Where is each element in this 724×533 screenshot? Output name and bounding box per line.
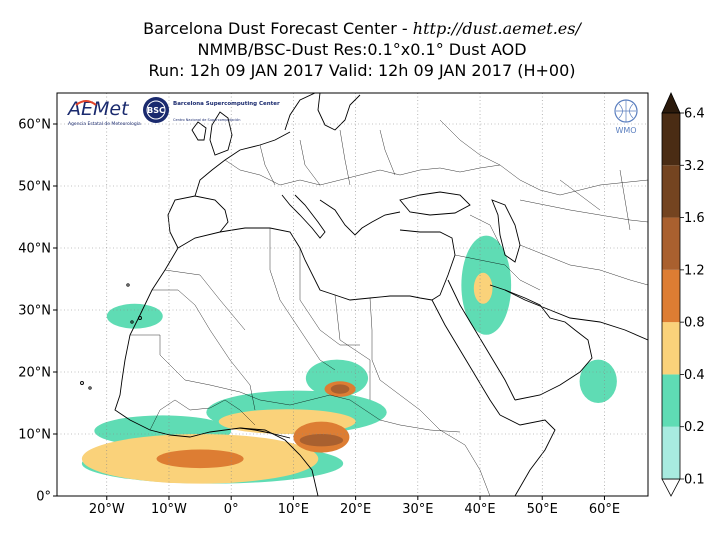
latitude-axis: 0° 10°N 20°N 30°N 40°N 50°N 60°N xyxy=(18,118,57,505)
colorbar-level-label: 1.2 xyxy=(684,263,705,278)
borders-sahara-central xyxy=(269,228,371,400)
island-canaries-2 xyxy=(130,320,134,324)
lon-tick-label: 10°W xyxy=(151,502,187,517)
lat-tick-label: 40°N xyxy=(18,242,51,257)
borders-europe xyxy=(224,129,501,186)
coastline-scandinavia xyxy=(284,93,361,131)
dust-aod-layer xyxy=(81,235,617,484)
map-plot-area xyxy=(57,93,648,496)
borders-west-africa-south xyxy=(149,399,256,431)
colorbar-segment xyxy=(662,322,680,375)
aemet-logo: AEMet Agencia Estatal de Meteorología xyxy=(66,98,141,127)
colorbar-segment xyxy=(662,426,680,479)
island-madeira xyxy=(126,283,130,287)
borders-middle-east xyxy=(454,214,648,291)
lon-tick-label: 40°E xyxy=(464,502,495,517)
colorbar-over-arrow xyxy=(661,92,681,114)
lat-tick-label: 60°N xyxy=(18,118,51,133)
lon-tick-label: 30°E xyxy=(402,502,433,517)
dust-region xyxy=(473,272,493,304)
lat-tick-label: 50°N xyxy=(18,180,51,195)
title-line-1: Barcelona Dust Forecast Center - http://… xyxy=(0,18,724,39)
map-frame xyxy=(56,92,649,497)
title-line-3: Run: 12h 09 JAN 2017 Valid: 12h 09 JAN 2… xyxy=(148,61,576,80)
title-center-name: Barcelona Dust Forecast Center - xyxy=(143,19,413,38)
colorbar-segment xyxy=(662,165,680,218)
coastline-black-sea xyxy=(399,191,471,216)
coastline-gulf-guinea xyxy=(239,427,291,439)
colorbar-level-label: 0.2 xyxy=(684,420,705,435)
island-cape-verde xyxy=(80,381,84,385)
title-line-2: NMMB/BSC-Dust Res:0.1°x0.1° Dust AOD xyxy=(197,40,527,59)
aemet-arc-icon xyxy=(75,100,97,106)
island-canaries xyxy=(138,316,142,320)
lon-tick-label: 20°W xyxy=(89,502,125,517)
coastline-balkans xyxy=(319,199,401,236)
island-cape-verde-2 xyxy=(88,386,92,390)
colorbar-level-label: 3.2 xyxy=(684,159,705,174)
lat-tick-label: 10°N xyxy=(18,428,51,443)
title-url: http://dust.aemet.es/ xyxy=(412,19,581,38)
colorbar-segment xyxy=(662,113,680,166)
coastline-iran xyxy=(504,289,648,341)
colorbar-segment xyxy=(662,217,680,270)
dust-region xyxy=(156,449,244,469)
lat-tick-label: 30°N xyxy=(18,304,51,319)
borders-russia xyxy=(439,119,648,196)
coastline-west-europe xyxy=(194,131,291,197)
coastline-horn-africa xyxy=(499,414,556,496)
wmo-logo-text: WMO xyxy=(615,126,636,135)
wmo-logo: WMO xyxy=(614,99,638,135)
coastline-arabia xyxy=(489,284,593,401)
lon-tick-label: 50°E xyxy=(527,502,558,517)
coastline-north-africa xyxy=(177,227,433,301)
lat-tick-label: 0° xyxy=(36,490,51,505)
borders-central-asia xyxy=(519,169,648,231)
longitude-axis: 20°W 10°W 0° 10°E 20°E 30°E 40°E 50°E 60°E xyxy=(89,496,620,517)
coastline-britain xyxy=(209,111,233,156)
coastline-ireland xyxy=(191,121,207,141)
colorbar-level-label: 0.1 xyxy=(684,473,705,488)
coastline-caspian xyxy=(491,199,521,263)
borders-sahel xyxy=(184,379,461,433)
map-gridlines xyxy=(57,93,648,496)
aemet-logo-subtitle: Agencia Estatal de Meteorología xyxy=(68,120,141,127)
dust-region xyxy=(579,359,617,403)
lon-tick-label: 0° xyxy=(224,502,239,517)
coastlines xyxy=(80,93,648,496)
bsc-logo-mark: BSC xyxy=(147,106,165,115)
lat-tick-label: 20°N xyxy=(18,366,51,381)
bsc-logo-name: Barcelona Supercomputing Center xyxy=(173,101,280,107)
colorbar-frame xyxy=(661,112,681,480)
dust-region xyxy=(299,434,344,447)
country-borders xyxy=(130,119,648,496)
colorbar-segment xyxy=(662,269,680,323)
colorbar-segment xyxy=(662,374,680,427)
colorbar-level-label: 1.6 xyxy=(684,211,705,226)
wmo-meridian-icon xyxy=(616,100,636,122)
borders-east-africa xyxy=(369,297,491,496)
coastline-red-sea xyxy=(431,279,516,416)
coastline-italy xyxy=(281,194,326,239)
bsc-logo-subtitle: Centro Nacional de Supercomputación xyxy=(173,118,240,122)
coastline-levant xyxy=(399,229,456,301)
bsc-logo: BSC Barcelona Supercomputing Center Cent… xyxy=(143,97,280,123)
colorbar-level-label: 6.4 xyxy=(684,107,705,122)
colorbar-level-label: 0.8 xyxy=(684,316,705,331)
colorbar-level-label: 0.4 xyxy=(684,368,705,383)
aemet-logo-text: AEMet xyxy=(66,98,130,120)
lon-tick-label: 60°E xyxy=(589,502,620,517)
borders-sahara-west xyxy=(130,269,256,411)
figure-title: Barcelona Dust Forecast Center - http://… xyxy=(0,18,724,81)
lon-tick-label: 10°E xyxy=(278,502,309,517)
lon-tick-label: 20°E xyxy=(340,502,371,517)
colorbar-under-arrow xyxy=(661,478,681,497)
bsc-ring-icon xyxy=(146,100,166,120)
dust-region xyxy=(330,384,350,394)
colorbar: 0.1 0.2 0.4 0.8 1.2 1.6 3.2 6.4 xyxy=(661,92,705,497)
